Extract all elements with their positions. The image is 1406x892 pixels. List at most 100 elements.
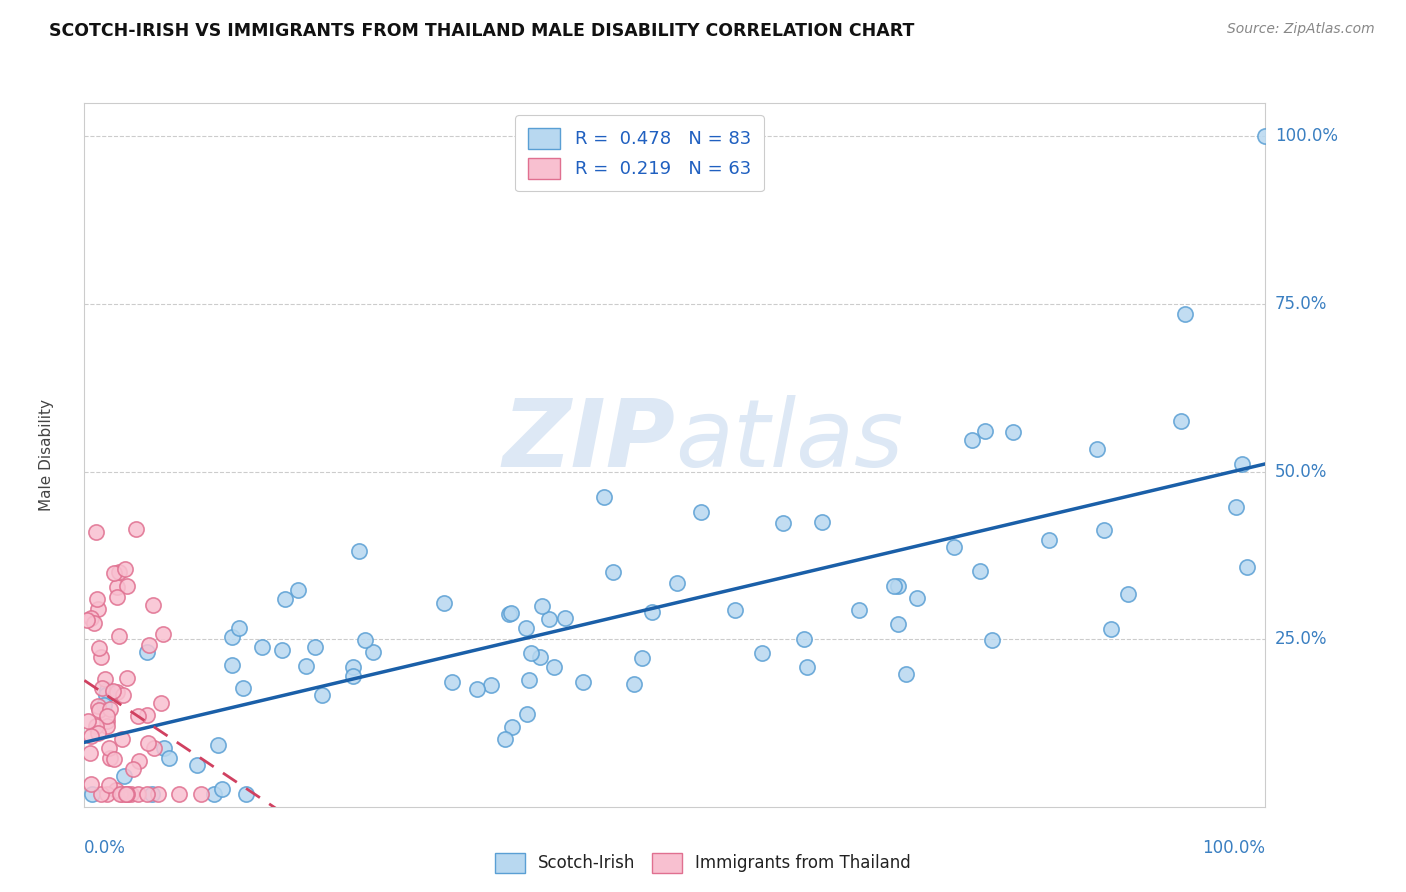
Point [593,490,616,504]
Text: 75.0%: 75.0% [1275,295,1327,313]
Point [1174,307,1197,321]
Point [432,595,454,609]
Point [80,777,103,791]
Point [94,672,117,686]
Point [117,787,139,801]
Point [250,640,273,655]
Point [103,566,125,581]
Point [1092,523,1115,537]
Point [342,660,364,674]
Point [127,709,149,723]
Text: Source: ZipAtlas.com: Source: ZipAtlas.com [1227,22,1375,37]
Point [115,671,138,685]
Point [105,783,128,797]
Point [96,709,118,723]
Point [499,607,522,621]
Text: 100.0%: 100.0% [1275,128,1339,145]
Point [76,613,98,627]
Point [127,787,149,801]
Legend: R =  0.478   N = 83, R =  0.219   N = 63: R = 0.478 N = 83, R = 0.219 N = 63 [515,115,763,191]
Point [97,778,120,792]
Point [87,698,110,713]
Point [221,658,243,673]
Point [149,697,172,711]
Point [211,781,233,796]
Point [77,714,100,729]
Point [96,787,118,801]
Point [136,736,159,750]
Point [105,580,128,594]
Point [111,732,134,747]
Point [125,522,148,536]
Text: 100.0%: 100.0% [1202,839,1265,857]
Point [152,740,174,755]
Point [1085,442,1108,457]
Point [114,562,136,576]
Point [90,787,112,801]
Point [98,702,121,716]
Point [1099,622,1122,636]
Point [93,698,115,713]
Point [98,751,121,765]
Point [724,603,747,617]
Text: 50.0%: 50.0% [1275,463,1327,481]
Point [665,576,688,591]
Point [543,660,565,674]
Point [1170,414,1192,428]
Point [84,525,107,540]
Point [1038,533,1060,547]
Text: SCOTCH-IRISH VS IMMIGRANTS FROM THAILAND MALE DISABILITY CORRELATION CHART: SCOTCH-IRISH VS IMMIGRANTS FROM THAILAND… [49,22,914,40]
Point [79,746,101,760]
Point [235,787,257,801]
Point [1236,559,1258,574]
Point [83,616,105,631]
Point [519,646,541,660]
Point [128,754,150,768]
Point [531,599,554,613]
Text: 0.0%: 0.0% [84,839,127,857]
Point [960,433,983,447]
Point [311,689,333,703]
Point [108,629,131,643]
Point [796,660,818,674]
Point [515,621,537,635]
Point [270,642,292,657]
Point [1254,129,1277,144]
Point [80,611,103,625]
Point [111,787,134,801]
Point [631,650,654,665]
Point [896,666,918,681]
Point [295,658,318,673]
Point [115,579,138,593]
Point [146,787,169,801]
Point [120,787,142,801]
Point [91,681,114,695]
Point [361,645,384,659]
Point [974,424,997,438]
Point [772,516,794,531]
Point [136,787,159,801]
Point [159,751,181,765]
Point [623,677,645,691]
Point [103,684,125,698]
Point [80,729,103,743]
Point [96,714,118,728]
Point [349,543,371,558]
Point [354,633,377,648]
Point [517,673,540,687]
Point [84,719,107,733]
Point [87,726,110,740]
Legend: Scotch-Irish, Immigrants from Thailand: Scotch-Irish, Immigrants from Thailand [488,847,918,880]
Point [89,703,111,717]
Point [186,757,208,772]
Text: 25.0%: 25.0% [1275,631,1327,648]
Point [981,633,1004,648]
Point [641,605,664,619]
Point [287,582,309,597]
Text: atlas: atlas [675,395,903,486]
Point [1225,500,1247,514]
Point [441,675,464,690]
Point [516,706,538,721]
Point [494,731,516,746]
Point [811,515,834,529]
